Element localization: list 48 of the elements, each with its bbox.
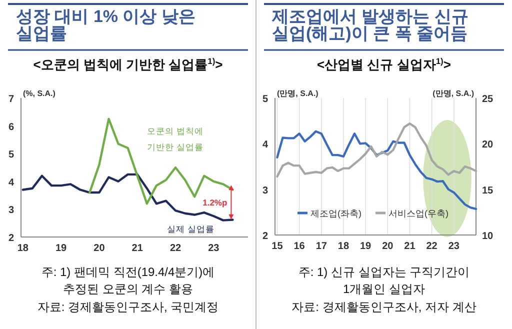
y-axis-title: (만명, S.A.) bbox=[277, 89, 319, 98]
chart-title: 제조업에서 발생하는 신규 실업(해고)이 큰 폭 줄어듬 bbox=[271, 7, 468, 43]
x-tick-label: 21 bbox=[132, 243, 144, 254]
x-tick-label: 19 bbox=[55, 243, 68, 254]
x-tick-label: 18 bbox=[17, 243, 29, 254]
y-tick-label: 2 bbox=[8, 233, 14, 244]
y-tick-label: 7 bbox=[8, 94, 14, 105]
text: 자료: 경제활동인구조사, 저자 계산 bbox=[292, 300, 476, 314]
series-label: 실제 실업률 bbox=[167, 224, 214, 234]
x-tick-label: 16 bbox=[294, 241, 306, 252]
text: 주: 1) 신규 실업자는 구직기간이 1개월인 실업자 bbox=[298, 265, 470, 296]
y-tick-label: 2 bbox=[262, 231, 268, 242]
x-tick-label: 22 bbox=[170, 243, 182, 254]
y-tick-label: 5 bbox=[8, 150, 14, 161]
y-tick-label: 3 bbox=[262, 185, 268, 196]
y2-tick-label: 10 bbox=[482, 231, 494, 242]
x-tick-label: 22 bbox=[426, 241, 438, 252]
x-tick-label: 21 bbox=[404, 241, 416, 252]
text: 자료: 경제활동인구조사, 국민계정 bbox=[37, 300, 219, 314]
text: 주: 1) 팬데믹 직전(19.4/4분기)에 추정된 오쿤의 계수 활용 bbox=[41, 265, 215, 296]
chart-subtitle: <산업별 신규 실업자$^{1)}$> bbox=[317, 56, 452, 72]
y-tick-label: 3 bbox=[8, 205, 14, 216]
line-series bbox=[22, 173, 234, 222]
line-series bbox=[276, 122, 478, 178]
chart-title: 성장 대비 1% 이상 낮은 실업률 bbox=[16, 7, 196, 43]
x-tick-label: 23 bbox=[208, 243, 220, 254]
annotation: 1.2%p bbox=[202, 197, 228, 208]
line-series bbox=[276, 130, 478, 210]
legend-label: 서비스업(우축) bbox=[388, 208, 448, 218]
x-tick-label: 17 bbox=[316, 241, 328, 252]
y2-axis-title: (만명, S.A.) bbox=[432, 89, 474, 98]
series-label: 오쿤의 법칙에 기반한 실업률 bbox=[147, 126, 204, 152]
y-tick-label: 4 bbox=[262, 140, 268, 151]
x-tick-label: 19 bbox=[360, 241, 372, 252]
x-tick-label: 20 bbox=[94, 243, 106, 254]
y2-tick-label: 25 bbox=[482, 94, 494, 105]
chart-subtitle: <오쿤의 법칙에 기반한 실업률$^{1)}$> bbox=[33, 56, 224, 72]
x-tick-label: 20 bbox=[382, 241, 394, 252]
y-axis-title: (%, S.A.) bbox=[23, 89, 56, 98]
y2-tick-label: 15 bbox=[482, 185, 494, 196]
x-tick-label: 18 bbox=[338, 241, 350, 252]
y-tick-label: 6 bbox=[8, 122, 14, 133]
y2-tick-label: 20 bbox=[482, 140, 494, 151]
x-tick-label: 15 bbox=[272, 241, 284, 252]
legend-label: 제조업(좌축) bbox=[310, 208, 362, 218]
x-tick-label: 23 bbox=[448, 241, 460, 252]
y-tick-label: 4 bbox=[8, 177, 14, 188]
y-tick-label: 5 bbox=[262, 94, 268, 105]
